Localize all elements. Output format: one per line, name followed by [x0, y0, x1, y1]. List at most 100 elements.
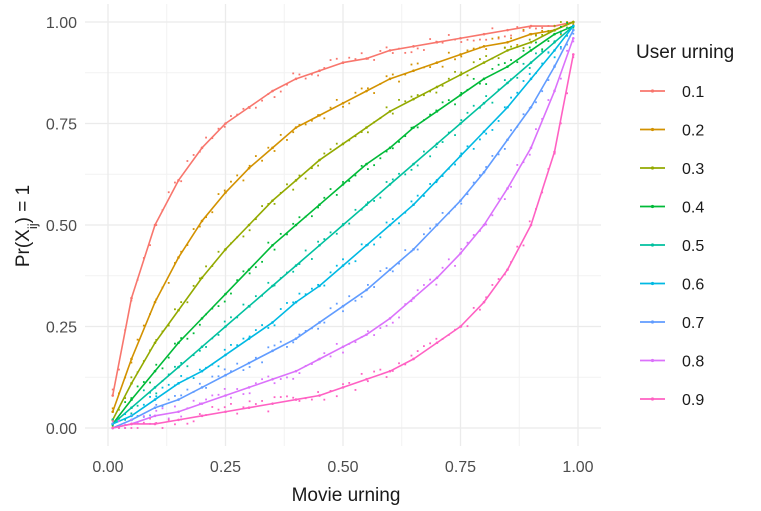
- sample-dot: [217, 250, 220, 253]
- data-point: [153, 414, 157, 418]
- sample-dot: [423, 345, 425, 348]
- sample-dot: [267, 203, 270, 205]
- sample-dot: [485, 83, 488, 85]
- sample-dot: [242, 270, 245, 273]
- sample-dot: [566, 49, 568, 52]
- sample-dot: [180, 337, 183, 339]
- sample-dot: [186, 337, 189, 340]
- sample-dot: [111, 388, 114, 391]
- y-tick-label: 0.25: [46, 320, 77, 337]
- sample-dot: [118, 420, 120, 422]
- sample-dot: [310, 119, 313, 122]
- sample-dot: [354, 58, 357, 60]
- sample-dot: [528, 26, 531, 29]
- sample-dot: [323, 238, 326, 240]
- sample-dot: [242, 337, 245, 340]
- sample-dot: [441, 212, 444, 214]
- y-tick-label: 0.50: [46, 218, 77, 235]
- sample-dot: [236, 174, 239, 177]
- sample-dot: [205, 216, 207, 219]
- data-point: [271, 89, 274, 93]
- sample-dot: [230, 396, 232, 399]
- data-point: [247, 223, 251, 227]
- data-point: [553, 150, 556, 154]
- sample-dot: [329, 355, 332, 358]
- sample-dot: [441, 84, 444, 87]
- sample-dot: [391, 178, 394, 181]
- sample-dot: [286, 376, 288, 379]
- sample-dot: [472, 306, 475, 309]
- sample-dot: [198, 349, 201, 352]
- sample-dot: [373, 59, 376, 61]
- sample-dot: [149, 417, 151, 420]
- sample-dot: [485, 296, 488, 299]
- sample-dot: [491, 67, 494, 70]
- sample-dot: [242, 179, 245, 182]
- sample-dot: [522, 47, 525, 49]
- data-point: [111, 410, 114, 414]
- legend: User urning 0.1 0.2 0.3 0.4 0.5 0.6 0.7 0.8 0.9: [636, 42, 734, 409]
- sample-dot: [572, 23, 575, 26]
- sample-dot: [441, 338, 444, 340]
- sample-dot: [547, 168, 550, 170]
- sample-dot: [535, 52, 537, 55]
- sample-dot: [198, 225, 201, 228]
- sample-dot: [466, 193, 469, 196]
- sample-dot: [205, 136, 207, 139]
- data-point: [247, 361, 251, 365]
- y-axis-title-suffix: ) = 1: [13, 185, 34, 224]
- sample-dot: [366, 330, 369, 333]
- sample-dot: [124, 413, 127, 416]
- sample-dot: [130, 412, 133, 415]
- sample-dot: [454, 38, 456, 41]
- sample-dot: [460, 152, 463, 155]
- data-point: [506, 49, 509, 52]
- sample-dot: [186, 160, 189, 162]
- sample-dot: [211, 137, 214, 140]
- y-tick-label: 0.75: [46, 117, 77, 134]
- sample-dot: [460, 41, 463, 43]
- sample-dot: [230, 316, 232, 319]
- sample-dot: [348, 382, 351, 384]
- data-point: [341, 101, 345, 105]
- legend-key-dot: [650, 204, 655, 209]
- sample-dot: [391, 218, 394, 220]
- sample-dot: [547, 40, 550, 42]
- data-point: [318, 203, 321, 206]
- sample-dot: [528, 153, 531, 156]
- sample-dot: [155, 403, 158, 406]
- sample-dot: [454, 264, 456, 267]
- data-point: [412, 162, 415, 166]
- sample-dot: [211, 394, 214, 397]
- sample-dot: [391, 270, 394, 273]
- sample-dot: [335, 342, 338, 345]
- sample-dot: [366, 131, 369, 134]
- sample-dot: [423, 233, 425, 236]
- sample-dot: [261, 159, 263, 162]
- data-point: [200, 369, 204, 373]
- sample-dot: [167, 281, 170, 284]
- sample-dot: [242, 303, 245, 306]
- legend-item-0.2: 0.2: [640, 123, 704, 140]
- series-0.9: [111, 53, 575, 430]
- sample-dot: [273, 344, 276, 347]
- sample-dot: [466, 74, 469, 77]
- sample-dot: [404, 51, 407, 54]
- sample-dot: [149, 313, 151, 315]
- sample-dot: [516, 164, 519, 166]
- sample-dot: [479, 308, 481, 311]
- data-point: [506, 65, 509, 68]
- sample-dot: [323, 398, 326, 401]
- sample-dot: [553, 24, 556, 27]
- sample-dot: [174, 384, 176, 387]
- sample-dot: [516, 245, 519, 248]
- sample-dot: [248, 229, 251, 232]
- data-point: [200, 317, 204, 320]
- sample-dot: [329, 231, 332, 234]
- sample-dot: [286, 139, 288, 141]
- sample-dot: [410, 95, 413, 98]
- legend-label: 0.7: [682, 315, 704, 332]
- sample-dot: [261, 378, 263, 381]
- sample-dot: [510, 37, 512, 40]
- sample-dot: [217, 127, 220, 130]
